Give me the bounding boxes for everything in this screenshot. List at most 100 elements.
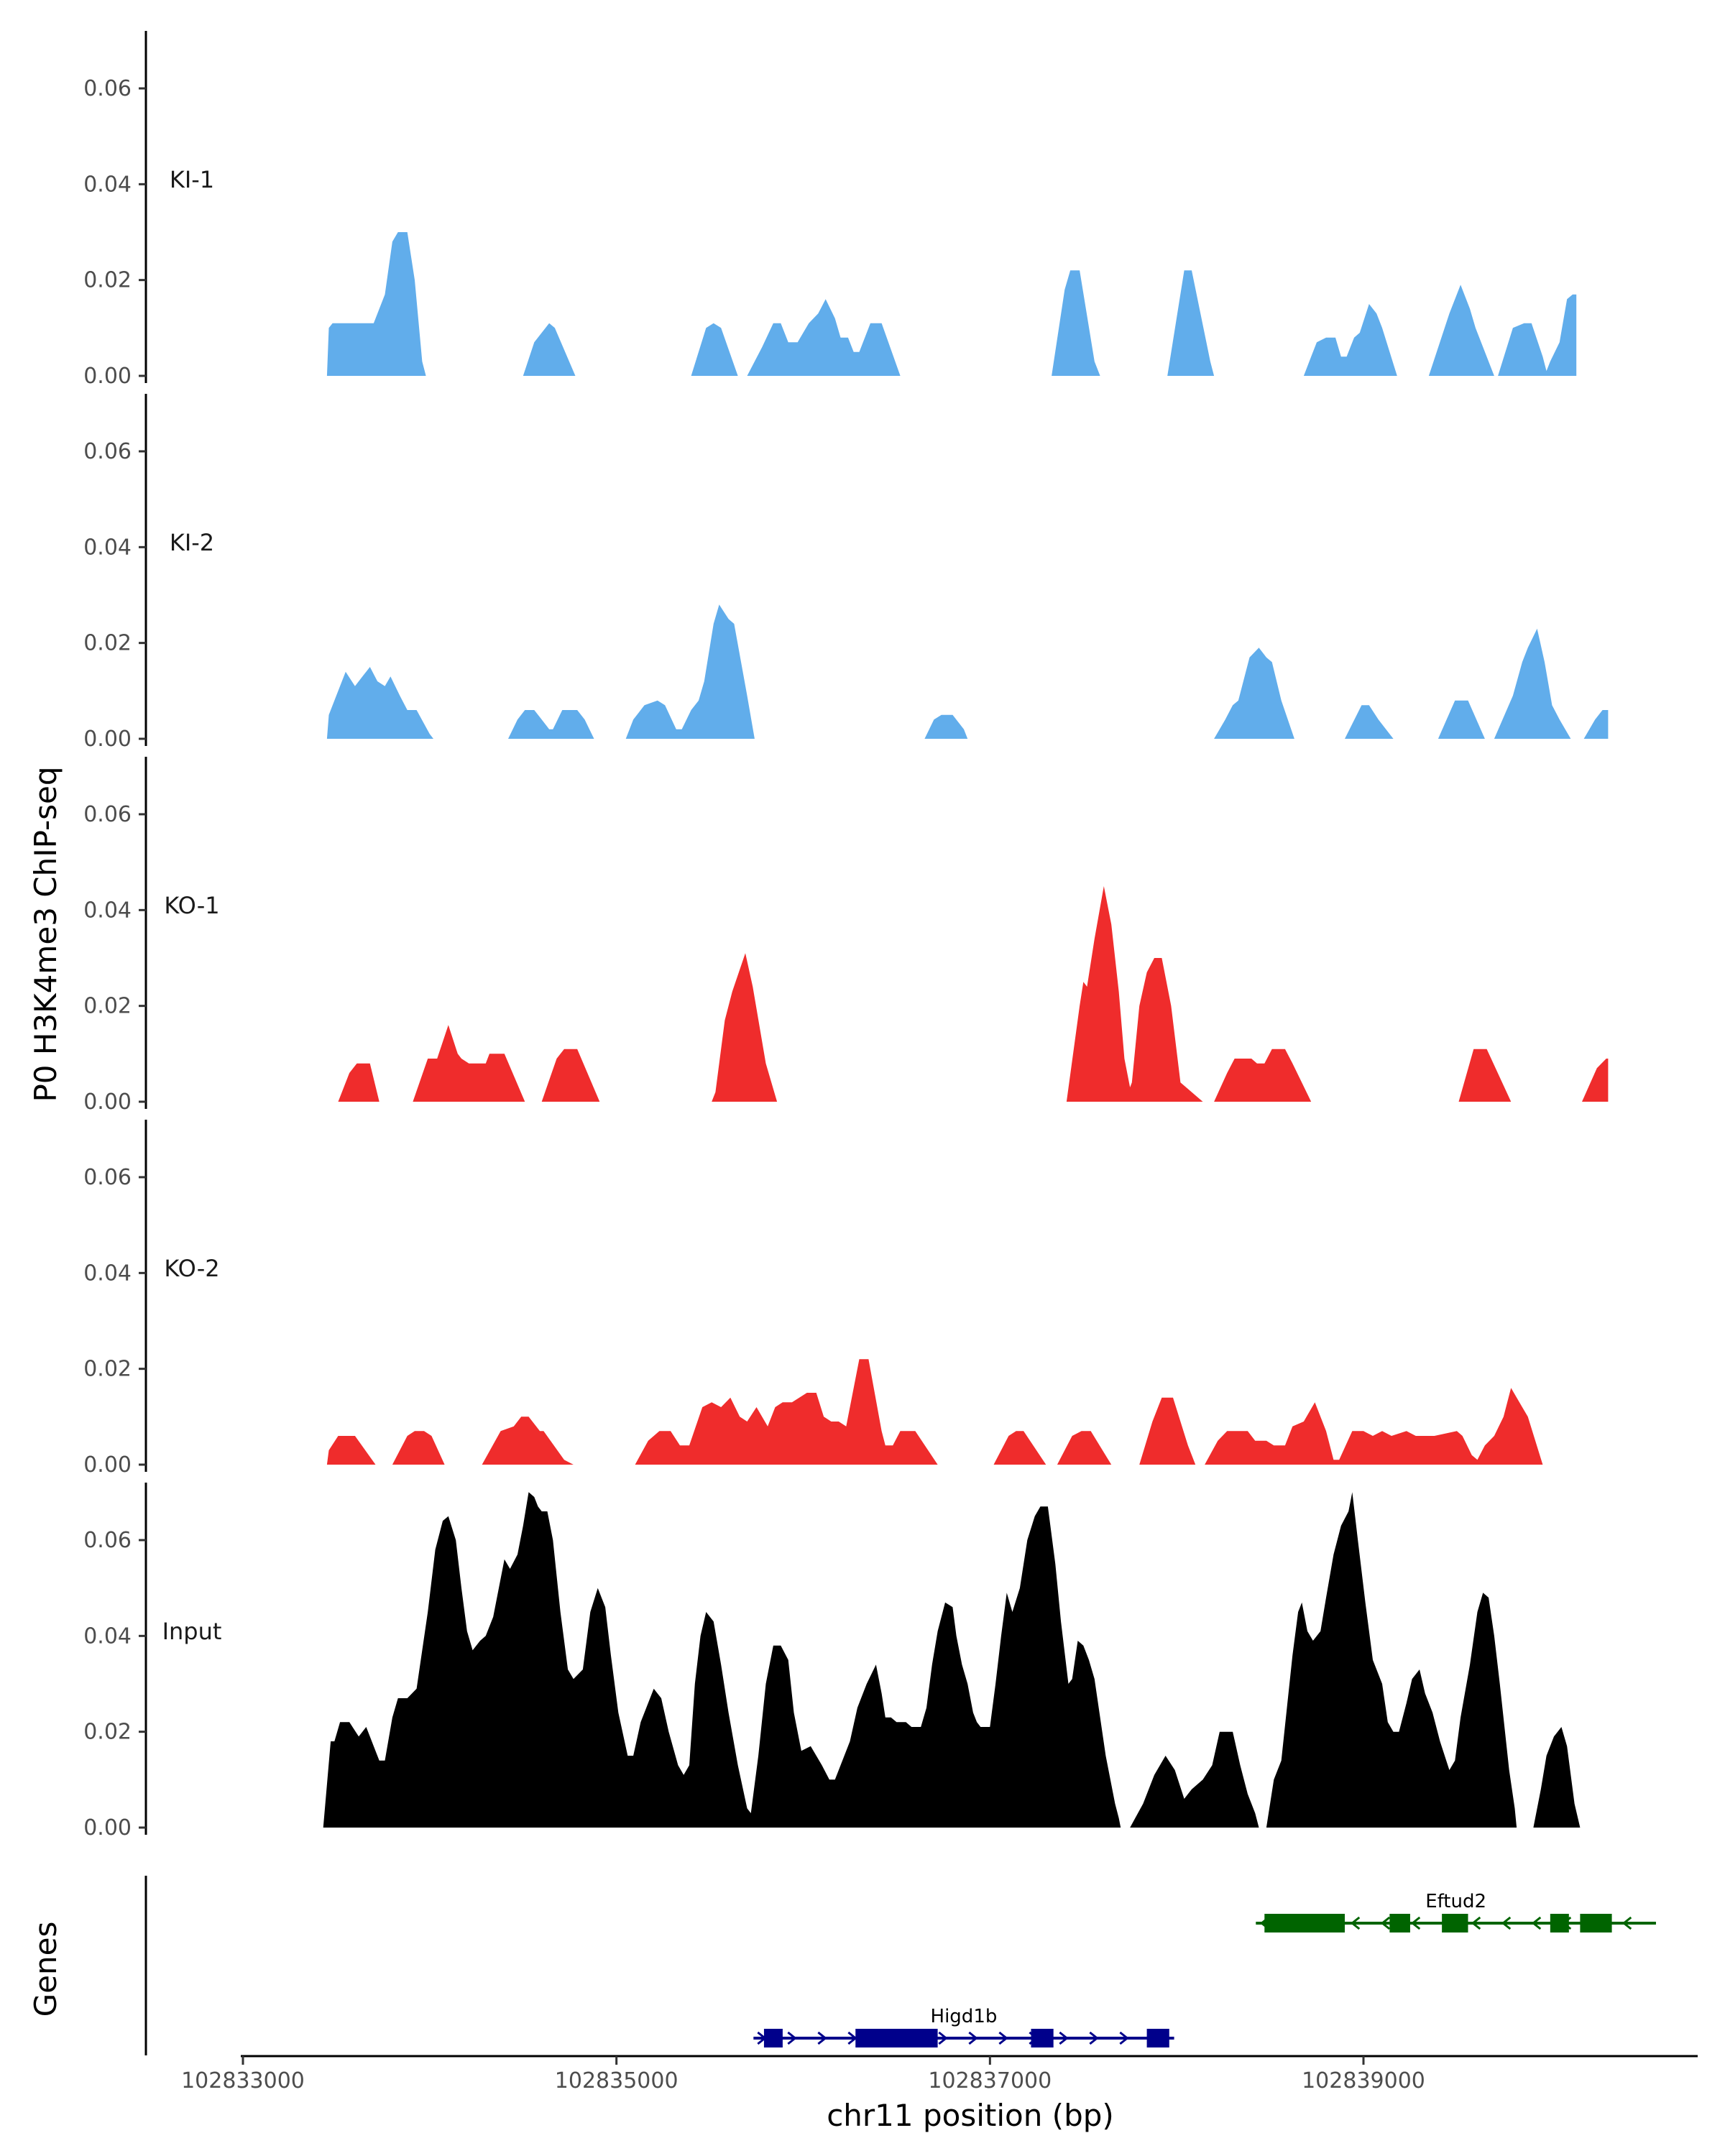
signal-peak-ki-1 — [326, 232, 426, 376]
y-tick-label-ki-2: 0.00 — [83, 727, 132, 752]
exon-eftud2 — [1580, 1914, 1612, 1932]
x-axis: 102833000 102835000 102837000 102839000 — [181, 2055, 1698, 2093]
track-panels: 0.00 0.02 0.04 0.06 KI-1 0.00 0.02 0.04 0.06 KI-2… — [83, 31, 1609, 1841]
signal-peak-ki-2 — [1214, 648, 1294, 739]
exon-eftud2 — [1389, 1914, 1410, 1932]
x-tick-label: 102833000 — [181, 2068, 305, 2093]
y-tick-label-ki-2: 0.04 — [83, 535, 132, 560]
y-tick-label-input: 0.06 — [83, 1528, 132, 1553]
signal-peak-ko-1 — [1214, 1049, 1312, 1102]
strand-arrow-higd1b — [1119, 2031, 1129, 2045]
signal-peak-ki-1 — [1167, 270, 1215, 376]
signal-peak-ki-2 — [1583, 710, 1609, 739]
strand-arrow-higd1b — [998, 2031, 1008, 2045]
signal-peak-ki-1 — [691, 323, 738, 376]
y-tick-label-ko-1: 0.04 — [83, 898, 132, 923]
y-tick-label-ki-1: 0.00 — [83, 364, 132, 389]
gene-track: Genes Higd1b Eftud2 — [28, 1876, 1656, 2055]
signal-peak-ko-1 — [338, 1063, 380, 1102]
y-tick-label-ki-1: 0.02 — [83, 268, 132, 293]
signal-peak-ki-2 — [924, 714, 968, 739]
strand-arrow-eftud2 — [1410, 1916, 1421, 1930]
signal-peak-ki-2 — [1345, 705, 1394, 739]
signal-peak-ki-2 — [625, 604, 755, 739]
signal-peak-ki-1 — [1498, 294, 1577, 376]
strand-arrow-higd1b — [787, 2031, 797, 2045]
signal-peak-input — [323, 1492, 1121, 1828]
signal-peak-ko-2 — [1205, 1388, 1543, 1465]
signal-peak-ko-2 — [326, 1436, 376, 1465]
signal-peak-ko-1 — [712, 953, 778, 1102]
strand-arrow-eftud2 — [1471, 1916, 1481, 1930]
signal-peak-ko-1 — [1066, 886, 1203, 1102]
panel-input: 0.00 0.02 0.04 0.06 Input — [83, 1483, 1581, 1841]
signal-peak-ko-2 — [993, 1431, 1046, 1465]
y-tick-label-ko-1: 0.02 — [83, 994, 132, 1019]
strand-arrow-higd1b — [968, 2031, 978, 2045]
y-tick-label-ko-2: 0.06 — [83, 1165, 132, 1190]
panel-ko-1: 0.00 0.02 0.04 0.06 KO-1 — [83, 757, 1609, 1115]
signal-peak-ki-2 — [508, 710, 594, 739]
signal-peak-ki-1 — [523, 323, 576, 376]
signal-peak-ki-1 — [747, 299, 901, 376]
signal-peak-ko-1 — [413, 1025, 525, 1102]
exon-eftud2 — [1550, 1914, 1569, 1932]
y-tick-label-input: 0.02 — [83, 1720, 132, 1745]
gene-eftud2: Eftud2 — [1256, 1891, 1656, 1932]
gene-name-higd1b: Higd1b — [931, 2006, 998, 2027]
signal-peak-input — [1533, 1727, 1581, 1828]
strand-arrow-higd1b — [938, 2031, 948, 2045]
y-tick-label-ki-1: 0.04 — [83, 172, 132, 197]
y-tick-label-ki-2: 0.02 — [83, 631, 132, 656]
signal-peak-ki-2 — [326, 667, 433, 739]
signal-peak-ko-2 — [1057, 1431, 1112, 1465]
strand-arrow-eftud2 — [1622, 1916, 1632, 1930]
strand-arrow-eftud2 — [1501, 1916, 1512, 1930]
signal-peak-ko-1 — [1458, 1049, 1512, 1102]
x-tick-label: 102837000 — [928, 2068, 1052, 2093]
y-axis-title: P0 H3K4me3 ChIP-seq — [28, 766, 63, 1102]
exon-higd1b — [855, 2029, 938, 2047]
track-label-ko-2: KO-2 — [164, 1255, 219, 1282]
panel-ki-1: 0.00 0.02 0.04 0.06 KI-1 — [83, 31, 1577, 389]
strand-arrow-eftud2 — [1380, 1916, 1391, 1930]
panel-ko-2: 0.00 0.02 0.04 0.06 KO-2 — [83, 1120, 1543, 1478]
y-tick-label-input: 0.04 — [83, 1623, 132, 1649]
y-tick-label-ko-1: 0.06 — [83, 802, 132, 827]
y-tick-label-ko-2: 0.04 — [83, 1261, 132, 1286]
strand-arrow-higd1b — [817, 2031, 827, 2045]
panel-ki-2: 0.00 0.02 0.04 0.06 KI-2 — [83, 394, 1609, 752]
signal-peak-ki-2 — [1438, 700, 1485, 739]
y-tick-label-ko-2: 0.00 — [83, 1452, 132, 1478]
exon-eftud2 — [1442, 1914, 1468, 1932]
signal-peak-ki-1 — [1052, 270, 1100, 376]
exon-eftud2 — [1264, 1914, 1346, 1932]
exon-higd1b — [763, 2029, 783, 2047]
genes-label: Genes — [28, 1922, 63, 2017]
strand-arrow-higd1b — [1089, 2031, 1099, 2045]
signal-peak-ko-2 — [482, 1416, 574, 1465]
y-tick-label-input: 0.00 — [83, 1815, 132, 1841]
gene-higd1b: Higd1b — [753, 2006, 1174, 2047]
y-tick-label-ko-1: 0.00 — [83, 1089, 132, 1115]
signal-peak-ko-1 — [541, 1049, 600, 1102]
y-tick-label-ko-2: 0.02 — [83, 1357, 132, 1382]
track-label-ki-1: KI-1 — [170, 166, 214, 193]
signal-peak-ko-2 — [392, 1431, 445, 1465]
strand-arrow-eftud2 — [1350, 1916, 1361, 1930]
y-tick-label-ki-1: 0.06 — [83, 76, 132, 101]
signal-peak-input — [1130, 1731, 1259, 1828]
exon-higd1b — [1146, 2029, 1169, 2047]
signal-peak-input — [1266, 1492, 1517, 1828]
x-axis-title: chr11 position (bp) — [827, 2098, 1114, 2133]
strand-arrow-eftud2 — [1531, 1916, 1542, 1930]
signal-peak-ko-2 — [635, 1359, 938, 1465]
signal-peak-ki-1 — [1303, 304, 1397, 376]
track-label-ko-1: KO-1 — [164, 892, 219, 919]
strand-arrow-higd1b — [1059, 2031, 1069, 2045]
signal-peak-ko-2 — [1139, 1397, 1196, 1465]
signal-peak-ki-1 — [1428, 285, 1494, 376]
signal-peak-ko-1 — [1582, 1059, 1609, 1102]
y-tick-label-ki-2: 0.06 — [83, 439, 132, 464]
